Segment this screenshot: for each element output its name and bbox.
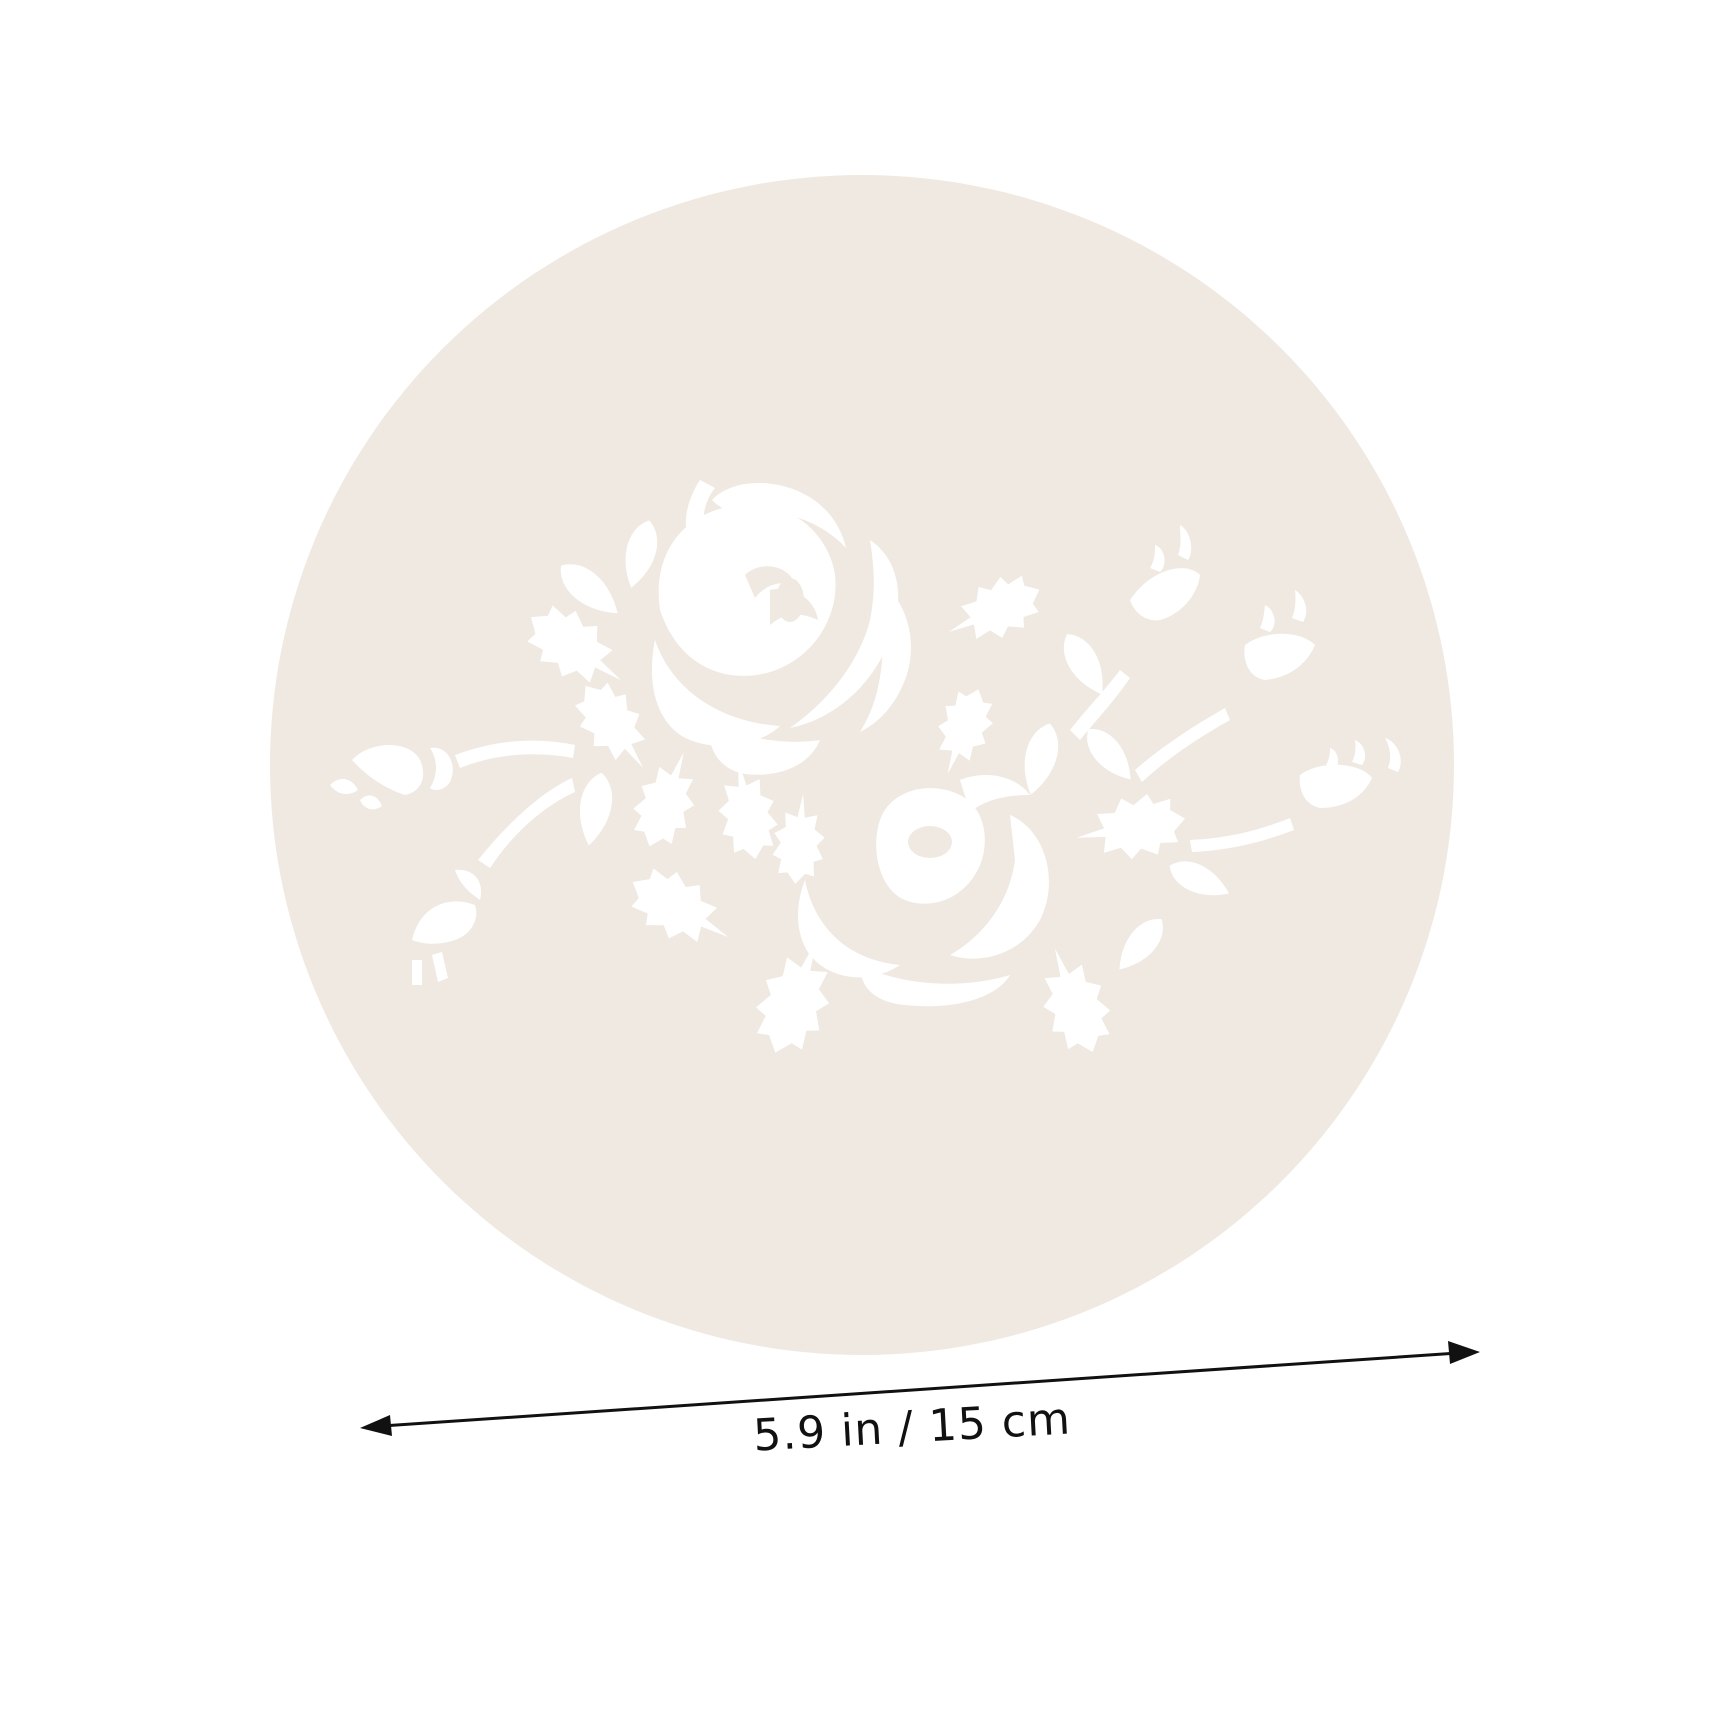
arrow-icon xyxy=(1448,1341,1480,1364)
arrow-icon xyxy=(360,1415,392,1436)
bud-icon xyxy=(330,525,1401,985)
rose-icon xyxy=(798,775,1049,1007)
dimension-arrow xyxy=(360,1341,1480,1436)
rose-icon xyxy=(651,480,911,775)
stem-icon xyxy=(455,670,1294,868)
stencil-disc xyxy=(270,175,1454,1355)
rose-stencil-cutouts xyxy=(330,480,1401,1065)
